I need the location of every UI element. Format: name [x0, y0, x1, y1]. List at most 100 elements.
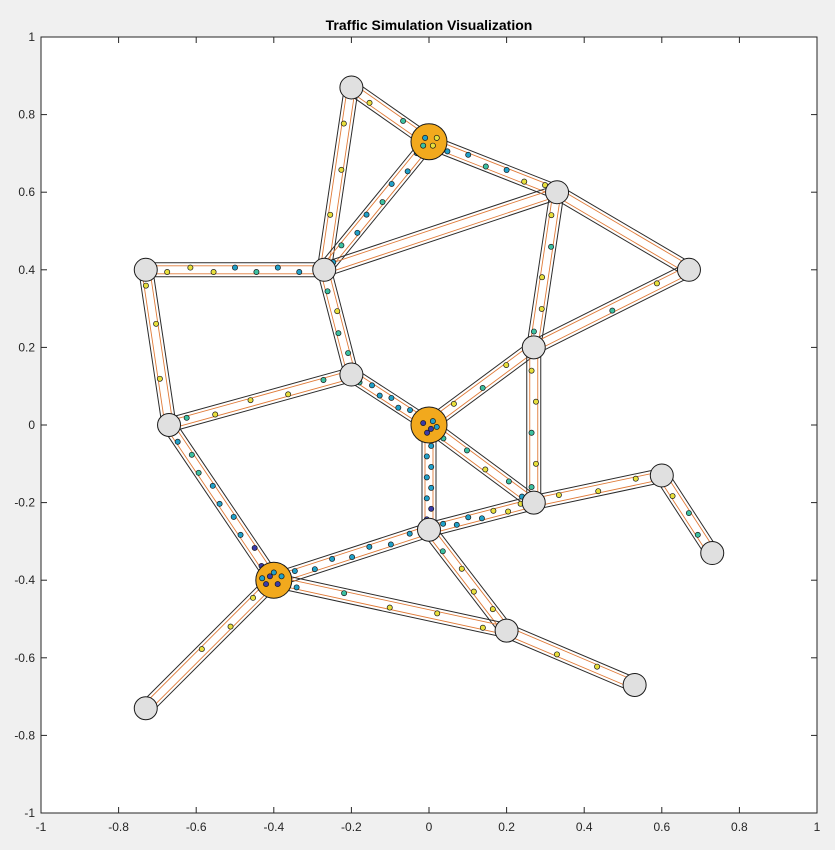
x-tick-label: 0.6 [653, 820, 670, 834]
x-tick-label: 0.2 [498, 820, 515, 834]
vehicle-marker [227, 623, 234, 630]
vehicle-marker [434, 610, 441, 617]
vehicle-marker [270, 569, 277, 576]
lane-line [554, 195, 688, 274]
vehicle-marker [433, 423, 440, 430]
vehicle-marker [253, 269, 260, 275]
lane-line [430, 137, 559, 189]
vehicle-marker [594, 663, 601, 670]
vehicle-marker [278, 573, 285, 580]
vehicle-marker [554, 651, 560, 658]
road-13 [167, 367, 354, 433]
vehicle-marker [324, 288, 331, 295]
vehicle-marker [669, 493, 676, 499]
vehicle-marker [439, 548, 446, 555]
vehicle-marker [595, 488, 602, 495]
vehicle-marker [291, 568, 298, 574]
road-edge-line [330, 267, 359, 373]
vehicle-marker [428, 443, 435, 449]
lane-line [558, 188, 692, 267]
road-edge-line [326, 198, 560, 277]
road-edge-line [138, 270, 163, 427]
road-edge-line [330, 88, 359, 271]
road-edge-line [427, 495, 533, 524]
vehicle-marker [340, 120, 347, 127]
vehicle-marker [490, 507, 497, 514]
lane-line [169, 377, 353, 430]
lane-line [325, 195, 559, 275]
vehicle-marker [653, 280, 660, 287]
vehicle-marker [423, 453, 430, 460]
road-5 [553, 185, 693, 277]
road-edge-line [275, 535, 432, 588]
vehicle-marker [387, 541, 394, 548]
lane-line [426, 343, 532, 423]
vehicle-marker [363, 211, 370, 218]
intersection-node [312, 257, 337, 282]
intersection-node [339, 75, 364, 100]
road-25 [503, 623, 638, 692]
road-edge-line [272, 586, 506, 638]
road-24 [140, 574, 280, 714]
vehicle-marker [376, 392, 383, 399]
road-edge-line [321, 185, 555, 264]
y-tick-label: -0.6 [14, 651, 35, 665]
road-edge-line [316, 86, 345, 269]
road-edge-line [535, 481, 664, 510]
lane-line [327, 87, 356, 271]
vehicle-marker [232, 264, 238, 271]
road-edge-line [434, 525, 513, 627]
vehicle-marker [555, 492, 562, 498]
x-tick-label: 0.8 [731, 820, 748, 834]
x-tick-label: -0.6 [186, 820, 207, 834]
x-tick-label: 0 [426, 820, 433, 834]
vehicle-marker [274, 581, 281, 588]
lane-line [272, 525, 428, 577]
x-tick-label: -0.8 [108, 820, 129, 834]
vehicle-marker [212, 411, 219, 418]
vehicle-marker [369, 382, 375, 389]
vehicle-marker [427, 425, 434, 432]
vehicle-marker [341, 590, 348, 597]
y-tick-label: -0.4 [14, 573, 35, 587]
intersection-node [133, 696, 158, 721]
vehicle-marker [470, 588, 477, 595]
intersection-node [521, 490, 546, 515]
x-axis: -1 -0.8 -0.6 -0.4 -0.2 0 0.2 0.4 0.6 0.8 1 [36, 37, 821, 834]
intersection-node [494, 618, 519, 643]
road-edge-line [509, 623, 638, 679]
road-edge-line [432, 418, 539, 498]
road-edge-line [430, 508, 536, 538]
vehicle-marker [334, 308, 341, 315]
road-edge-line [553, 197, 686, 277]
vehicle-marker [320, 377, 327, 383]
road-edge-line [423, 533, 502, 636]
vehicle-marker [388, 180, 395, 187]
intersection-node [417, 517, 441, 542]
road-edge-line [170, 380, 354, 433]
vehicle-marker [503, 167, 510, 173]
vehicle-marker [263, 581, 269, 588]
road-edge-line [530, 263, 687, 342]
road-network [138, 81, 719, 714]
vehicle-marker [250, 594, 256, 601]
road-4 [321, 185, 560, 277]
lane-line [274, 575, 508, 628]
vehicle-marker [548, 243, 555, 250]
vehicle-marker [285, 391, 292, 398]
vehicle-marker [533, 460, 539, 467]
vehicle-marker [465, 151, 472, 158]
vehicle-marker [428, 484, 435, 491]
y-tick-label: 1 [28, 30, 35, 44]
lane-line [326, 144, 433, 273]
road-edge-line [426, 147, 555, 200]
vehicle-marker [428, 463, 435, 470]
vehicle-marker [503, 362, 510, 368]
vehicle-marker [296, 269, 303, 275]
vehicle-marker [338, 242, 345, 249]
lane-line [149, 269, 174, 425]
vehicle-marker [327, 211, 334, 218]
vehicles-layer [142, 99, 701, 670]
vehicle-marker [183, 414, 190, 421]
